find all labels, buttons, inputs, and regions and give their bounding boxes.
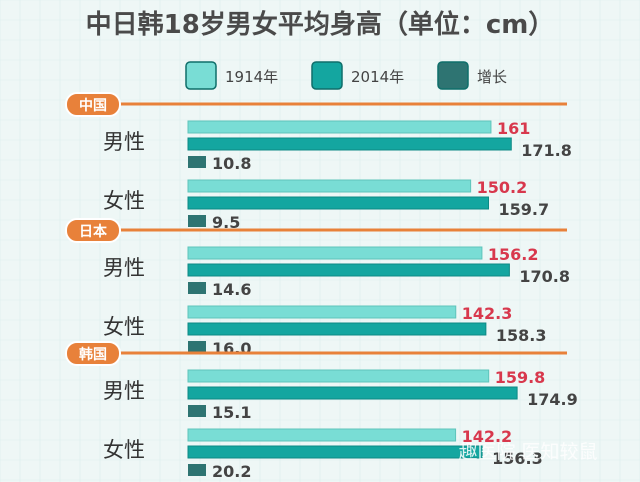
- value-label-2014: 171.8: [521, 141, 572, 160]
- bar-growth: [188, 282, 206, 294]
- bar-1914: [187, 179, 472, 193]
- bar-2014: [187, 322, 487, 336]
- value-label-growth: 16.0: [212, 339, 251, 358]
- bar-growth: [188, 464, 206, 476]
- legend-swatch: [311, 61, 343, 90]
- bar-2014: [187, 196, 490, 210]
- value-label-1914: 142.3: [462, 304, 513, 323]
- value-label-growth: 20.2: [212, 462, 251, 481]
- row-label: 女性: [103, 315, 145, 339]
- bar-1914: [187, 120, 492, 134]
- value-label-1914: 150.2: [477, 178, 528, 197]
- value-label-2014: 170.8: [519, 267, 570, 286]
- bar-2014: [187, 445, 483, 459]
- legend-label: 2014年: [351, 68, 404, 86]
- bar-growth: [188, 156, 206, 168]
- legend-label: 增长: [477, 68, 507, 86]
- bar-1914: [187, 246, 483, 260]
- bar-growth: [188, 341, 206, 353]
- value-label-2014: 174.9: [527, 390, 578, 409]
- value-label-2014: 156.3: [492, 449, 543, 468]
- value-label-2014: 159.7: [499, 200, 550, 219]
- bar-2014: [187, 137, 512, 151]
- country-tag: [65, 92, 121, 117]
- bar-2014: [187, 263, 510, 277]
- value-label-1914: 159.8: [495, 368, 546, 387]
- bar-1914: [187, 369, 490, 383]
- value-label-growth: 15.1: [212, 403, 251, 422]
- country-tag-label: 韩国: [79, 346, 107, 363]
- value-label-growth: 9.5: [212, 213, 240, 232]
- bar-growth: [188, 405, 206, 417]
- value-label-growth: 14.6: [212, 280, 251, 299]
- legend-label: 1914年: [225, 68, 278, 86]
- bar-2014: [187, 386, 518, 400]
- value-label-2014: 158.3: [496, 326, 547, 345]
- value-label-growth: 10.8: [212, 154, 251, 173]
- row-label: 男性: [103, 379, 145, 403]
- bar-growth: [188, 215, 206, 227]
- row-label: 女性: [103, 189, 145, 213]
- legend-swatch: [437, 61, 469, 90]
- country-tag: [65, 218, 121, 243]
- value-label-1914: 142.2: [462, 427, 513, 446]
- country-tag: [65, 341, 121, 366]
- bar-1914: [187, 428, 457, 442]
- row-label: 男性: [103, 130, 145, 154]
- row-label: 女性: [103, 438, 145, 462]
- watermark: 趣医院 医知较鼠: [458, 441, 597, 463]
- chart-title: 中日韩18岁男女平均身高（单位：cm）: [86, 9, 555, 40]
- legend-swatch: [185, 61, 217, 90]
- value-label-1914: 161: [497, 119, 530, 138]
- bar-1914: [187, 305, 457, 319]
- country-tag-label: 中国: [79, 97, 107, 114]
- country-tag-label: 日本: [79, 223, 108, 240]
- value-label-1914: 156.2: [488, 245, 539, 264]
- row-label: 男性: [103, 256, 145, 280]
